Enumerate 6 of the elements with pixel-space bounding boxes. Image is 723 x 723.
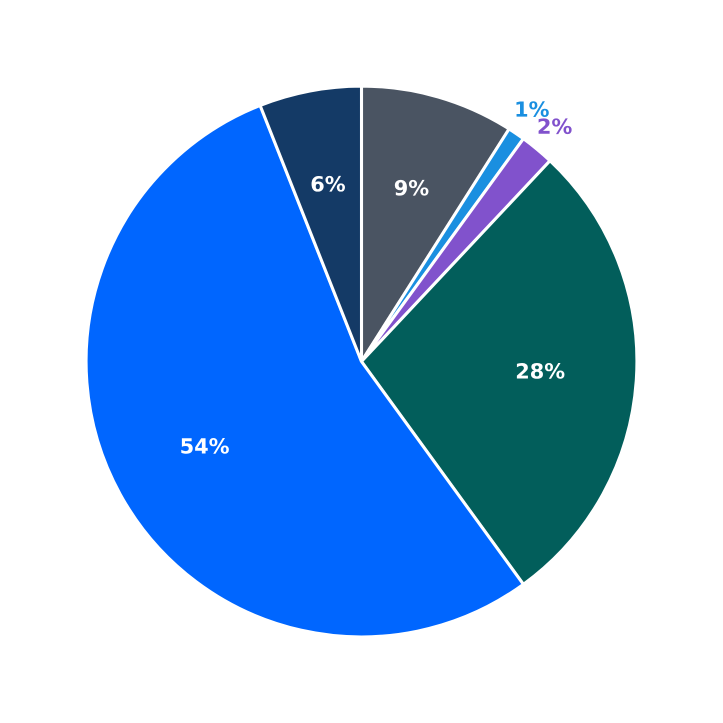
data-label: 9% (394, 180, 428, 196)
data-label: 1% (516, 101, 549, 117)
data-label: 28% (516, 363, 564, 379)
data-label: 6% (312, 176, 345, 192)
data-label: 2% (538, 118, 572, 134)
data-label: 54% (181, 438, 229, 454)
